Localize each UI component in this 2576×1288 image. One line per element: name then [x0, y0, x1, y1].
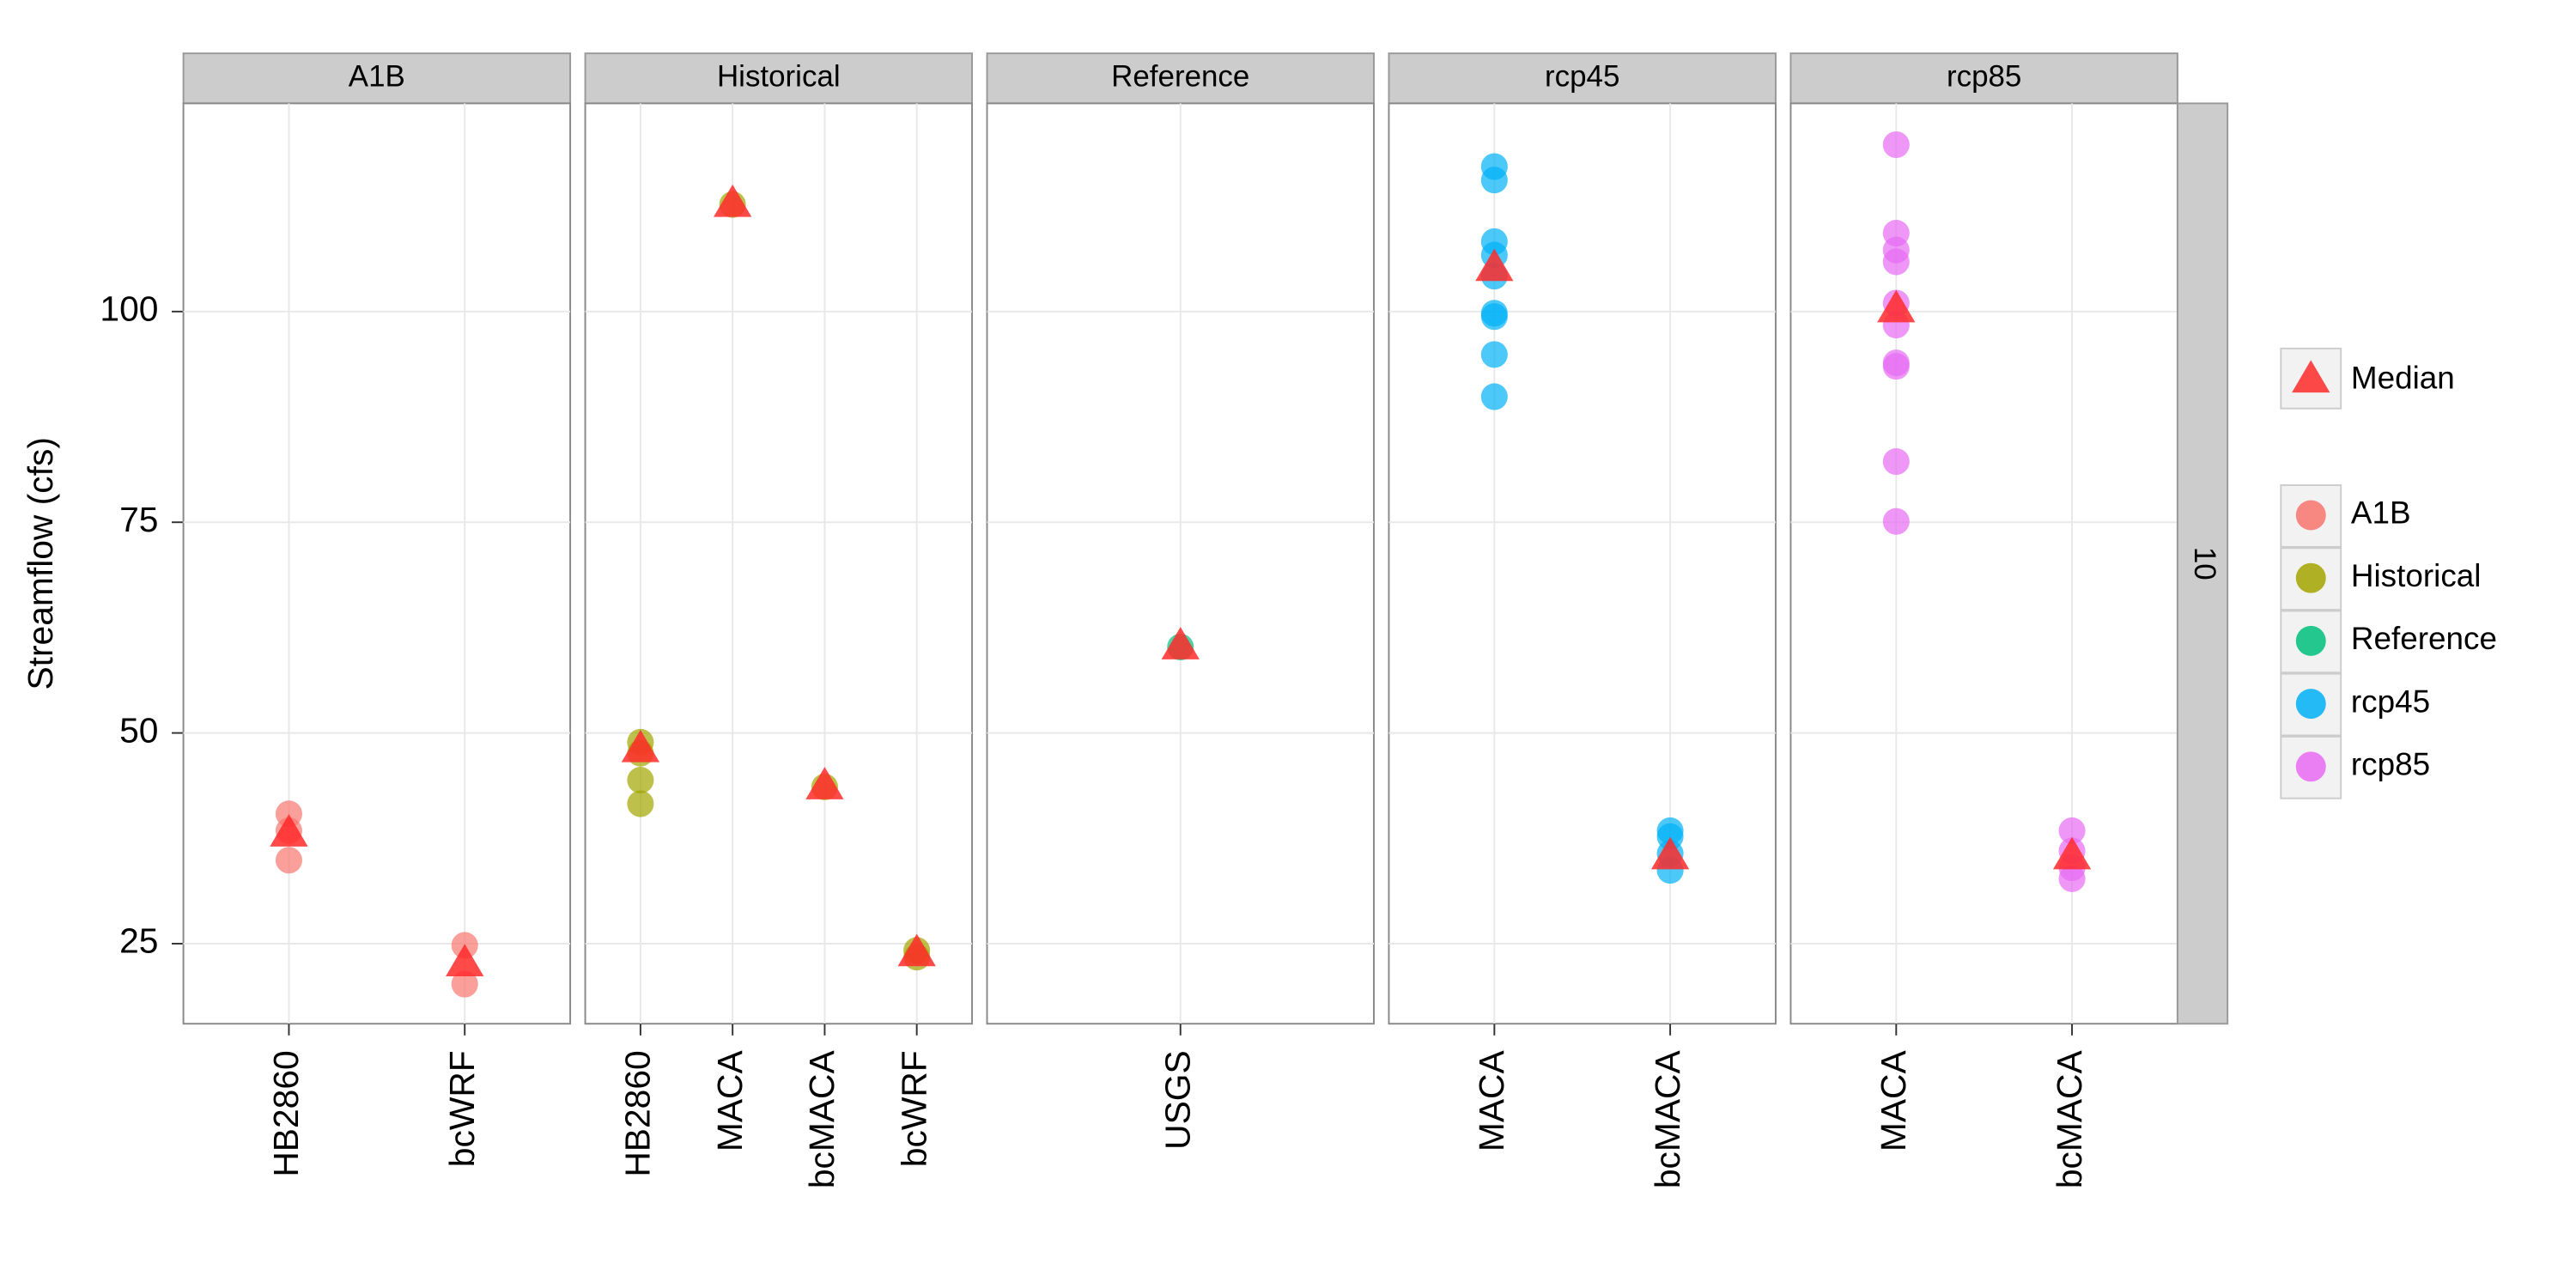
point [1480, 341, 1508, 368]
x-tick-label: bcMACA [1648, 1050, 1687, 1189]
strip [584, 52, 974, 105]
median-marker [897, 933, 936, 967]
legend-point [2295, 751, 2326, 782]
strip [986, 52, 1375, 105]
point [1480, 383, 1508, 410]
strip-label: Historical [717, 59, 841, 93]
median-marker [1161, 627, 1200, 659]
x-tick-label: HB2860 [266, 1050, 306, 1176]
legend-label: rcp45 [2351, 683, 2430, 719]
legend-key [2280, 735, 2342, 799]
legend-point [2295, 500, 2326, 531]
y-tick-label: 75 [119, 500, 158, 539]
point [1882, 131, 1910, 159]
x-tick-label: bcMACA [2050, 1050, 2089, 1189]
x-tick-label: USGS [1158, 1050, 1198, 1150]
x-tick-label: MACA [1472, 1049, 1511, 1151]
point [1882, 353, 1910, 380]
median-marker [805, 767, 844, 799]
legend-label: rcp85 [2351, 747, 2430, 782]
strip-label: rcp85 [1947, 59, 2021, 93]
x-tick-label: HB2860 [618, 1050, 658, 1176]
median-marker [270, 814, 308, 847]
panel [182, 102, 572, 1025]
point [275, 847, 302, 874]
x-tick-label: bcWRF [442, 1050, 482, 1167]
point [627, 790, 654, 817]
point [1882, 248, 1910, 276]
median-marker [1877, 289, 1916, 323]
x-tick-label: bcWRF [894, 1050, 933, 1167]
legend-point [2295, 562, 2326, 593]
strip-label: rcp45 [1545, 59, 1619, 93]
y-tick-label: 100 [100, 289, 158, 329]
strip [1789, 52, 2178, 105]
point [1882, 507, 1910, 535]
strip-label: Reference [1111, 59, 1249, 93]
legend-point [2295, 689, 2326, 720]
strip-label: A1B [349, 59, 405, 93]
median-marker [1650, 836, 1690, 870]
point [451, 970, 478, 998]
median-marker [1475, 248, 1514, 282]
median-marker [714, 184, 752, 217]
strip [1388, 52, 1777, 105]
row-strip-label: 10 [2188, 547, 2221, 580]
panel [1388, 102, 1777, 1025]
x-tick-label: MACA [710, 1049, 750, 1151]
legend-label: A1B [2351, 495, 2411, 531]
panel [1789, 102, 2178, 1025]
point [2058, 817, 2086, 844]
median-marker [446, 944, 484, 976]
point [1480, 303, 1508, 331]
point [627, 767, 654, 794]
point [1882, 448, 1910, 476]
point [1480, 167, 1508, 194]
legend-median-marker [2292, 360, 2330, 393]
legend-label: Reference [2351, 621, 2497, 656]
point [2058, 865, 2086, 892]
legend-point [2295, 625, 2326, 656]
y-tick-label: 50 [119, 710, 158, 750]
row-strip [2176, 102, 2229, 1025]
legend-label: Median [2351, 360, 2455, 395]
legend-label: Historical [2351, 558, 2482, 593]
panel [584, 102, 974, 1025]
y-tick-label: 25 [119, 921, 158, 961]
median-marker [2052, 836, 2092, 870]
median-marker [621, 729, 660, 762]
x-tick-label: MACA [1874, 1049, 1913, 1151]
x-tick-label: bcMACA [802, 1050, 841, 1189]
y-axis-label: Streamflow (cfs) [21, 437, 60, 690]
